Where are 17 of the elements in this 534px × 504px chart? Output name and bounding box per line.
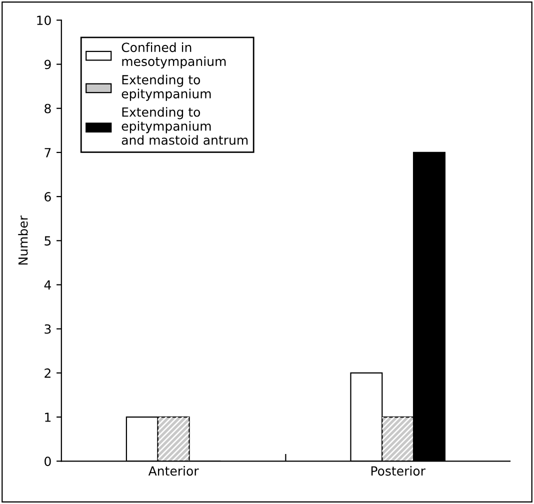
legend-label: Extending to epitympanium	[122, 74, 211, 101]
y-tick-label: 4	[44, 280, 51, 290]
y-tick-label: 1	[45, 412, 51, 422]
y-tick-label: 8	[44, 104, 51, 114]
y-tick-label: 9	[44, 60, 51, 70]
y-tick-label: 5	[44, 236, 51, 246]
y-tick-label: 6	[44, 192, 51, 202]
y-tick-label: 2	[44, 368, 50, 378]
y-tick-label: 0	[44, 456, 51, 466]
legend-label: Extending to epitympanium and mastoid antrum	[122, 107, 248, 145]
x-tick-label: Posterior	[371, 466, 426, 476]
legend-label: Confined in mesotympanium	[122, 42, 226, 69]
y-tick-label: 7	[44, 148, 51, 158]
y-tick-label: 10	[37, 16, 51, 26]
y-axis-title: Number	[18, 216, 28, 265]
y-tick-label: 3	[44, 324, 51, 334]
x-tick-label: Anterior	[148, 466, 199, 476]
